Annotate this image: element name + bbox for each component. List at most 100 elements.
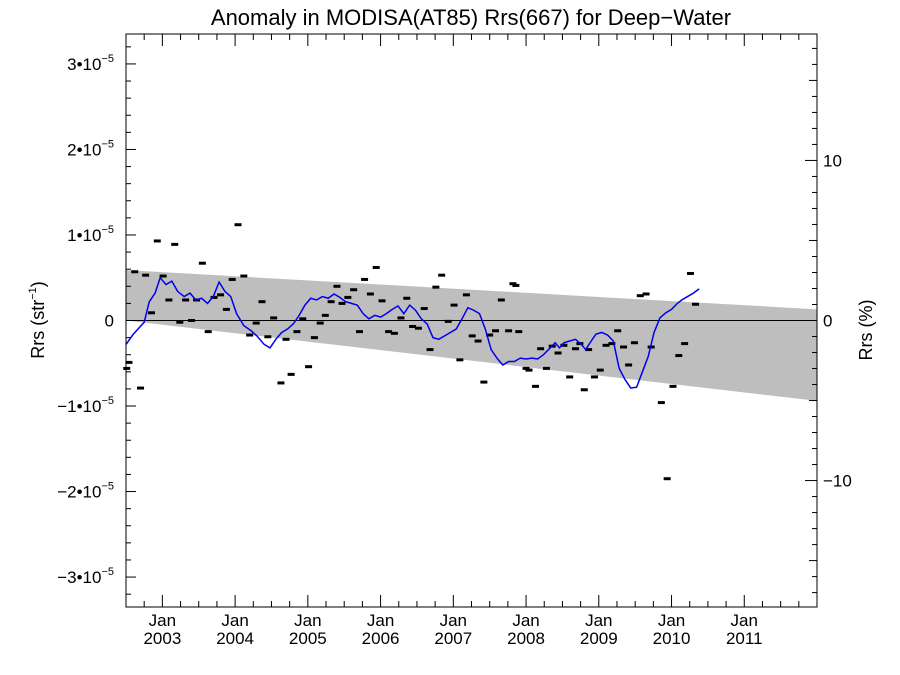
data-point bbox=[403, 296, 411, 300]
data-point bbox=[198, 261, 206, 265]
data-point bbox=[537, 347, 545, 351]
data-point bbox=[420, 307, 428, 311]
data-point bbox=[468, 334, 476, 338]
data-point bbox=[385, 330, 393, 334]
x-tick-label-year: 2007 bbox=[434, 629, 472, 648]
data-point bbox=[585, 348, 593, 352]
y-tick-label: 3•10−5 bbox=[67, 53, 114, 74]
data-point bbox=[432, 285, 440, 289]
data-point bbox=[409, 324, 417, 328]
data-point bbox=[228, 277, 236, 281]
data-point bbox=[153, 239, 161, 243]
data-point bbox=[669, 384, 677, 388]
y-tick-label: −1•10−5 bbox=[57, 395, 114, 416]
data-point bbox=[602, 343, 610, 347]
data-point bbox=[474, 339, 482, 343]
axes-layer: 3•10−5 2•10−5 1•10−5 0 −1•10−5 −2•10−5 −3•10−5… bbox=[57, 33, 852, 648]
data-point bbox=[566, 375, 574, 379]
data-point bbox=[204, 330, 212, 334]
data-point bbox=[147, 311, 155, 315]
x-tick-label-year: 2003 bbox=[143, 629, 181, 648]
data-point bbox=[444, 319, 452, 323]
x-tick-label-year: 2005 bbox=[289, 629, 327, 648]
data-point bbox=[187, 319, 195, 322]
data-point bbox=[234, 223, 242, 227]
data-point bbox=[512, 283, 520, 287]
data-point bbox=[270, 316, 278, 320]
x-tick-label-month: Jan bbox=[440, 611, 467, 630]
data-point bbox=[246, 333, 254, 337]
x-tick-label-year: 2010 bbox=[653, 629, 691, 648]
data-point bbox=[505, 329, 513, 333]
data-point bbox=[692, 302, 700, 306]
data-point bbox=[397, 316, 405, 320]
x-tick-label-month: Jan bbox=[512, 611, 539, 630]
data-point bbox=[596, 368, 604, 372]
data-point bbox=[614, 329, 622, 333]
data-point bbox=[515, 330, 523, 334]
y2-tick-label: 10 bbox=[823, 151, 842, 170]
monthly-points-layer bbox=[123, 223, 700, 481]
data-point bbox=[414, 326, 422, 330]
data-point bbox=[554, 351, 562, 355]
data-point bbox=[462, 293, 470, 297]
data-point bbox=[282, 337, 290, 341]
data-point bbox=[625, 363, 633, 367]
data-point bbox=[350, 288, 358, 292]
data-point bbox=[590, 375, 598, 379]
data-point bbox=[159, 274, 167, 278]
data-point bbox=[125, 360, 133, 364]
data-point bbox=[222, 307, 230, 311]
data-point bbox=[663, 477, 671, 481]
x-tick-label-month: Jan bbox=[294, 611, 321, 630]
data-point bbox=[333, 284, 341, 288]
x-tick-label-year: 2011 bbox=[726, 629, 763, 648]
data-point bbox=[426, 348, 434, 352]
y-axis-label: Rrs (str−1) bbox=[27, 281, 48, 359]
data-point bbox=[287, 372, 295, 376]
data-point bbox=[580, 388, 588, 392]
data-point bbox=[210, 295, 218, 299]
data-point bbox=[293, 330, 301, 334]
data-point bbox=[217, 293, 225, 297]
y-tick-label: −2•10−5 bbox=[57, 481, 114, 502]
x-tick-label-month: Jan bbox=[658, 611, 685, 630]
running-mean-line bbox=[125, 276, 700, 389]
data-point bbox=[344, 295, 352, 299]
data-point bbox=[492, 329, 500, 333]
data-point bbox=[686, 271, 694, 275]
x-tick-label-year: 2004 bbox=[216, 629, 254, 648]
data-point bbox=[258, 300, 266, 304]
data-point bbox=[509, 282, 517, 286]
data-point bbox=[299, 317, 307, 321]
data-point bbox=[378, 299, 386, 303]
data-point bbox=[310, 336, 318, 340]
data-point bbox=[572, 347, 580, 351]
data-point bbox=[338, 301, 346, 305]
data-point bbox=[525, 368, 533, 372]
data-point bbox=[355, 330, 363, 334]
data-point bbox=[636, 294, 644, 298]
y-tick-label: −3•10−5 bbox=[57, 566, 114, 587]
data-point bbox=[542, 366, 550, 370]
data-point bbox=[486, 333, 494, 337]
data-point bbox=[372, 265, 380, 269]
y2-tick-label: 0 bbox=[823, 312, 832, 331]
data-point bbox=[630, 341, 638, 345]
x-tick-label-month: Jan bbox=[149, 611, 176, 630]
data-point bbox=[277, 381, 285, 385]
y-tick-label: 1•10−5 bbox=[67, 224, 114, 245]
data-point bbox=[390, 331, 398, 335]
data-point bbox=[681, 342, 689, 346]
data-point bbox=[620, 345, 628, 349]
x-tick-label-month: Jan bbox=[731, 611, 758, 630]
data-point bbox=[438, 273, 446, 277]
data-point bbox=[264, 335, 272, 339]
y2-tick-label: −10 bbox=[823, 472, 852, 491]
data-point bbox=[165, 298, 173, 302]
data-point bbox=[560, 343, 568, 347]
data-point bbox=[252, 321, 260, 325]
data-point bbox=[176, 320, 184, 324]
x-tick-label-month: Jan bbox=[585, 611, 612, 630]
data-point bbox=[522, 366, 530, 370]
